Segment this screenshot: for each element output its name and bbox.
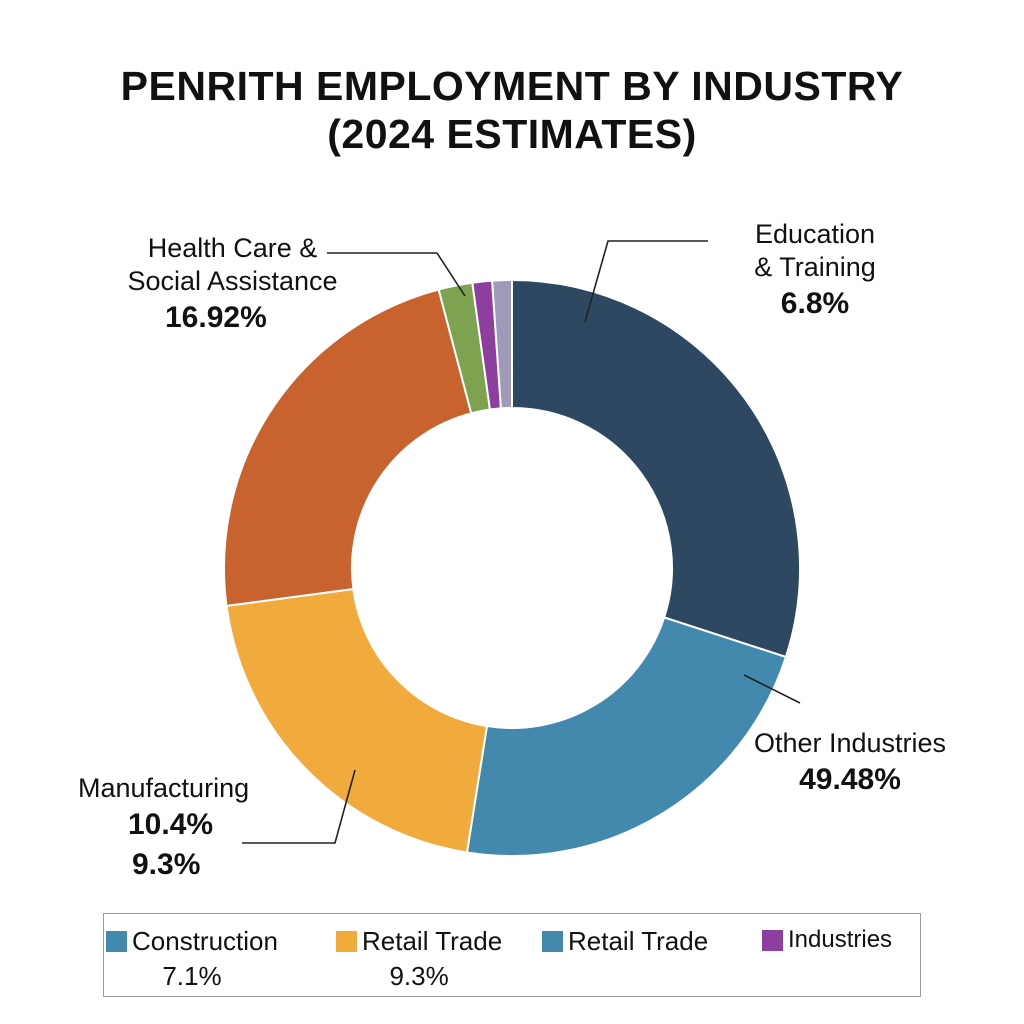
legend-item-industries: Industries [762, 926, 892, 954]
legend-item-retail-trade-2: Retail Trade [542, 926, 708, 957]
label-education-value: 6.8% [780, 287, 850, 320]
label-health-name-1: Health Care & [147, 233, 318, 263]
donut-slice-3 [225, 587, 489, 854]
donut-slice-4 [223, 288, 473, 608]
legend-value-retail-trade-1: 9.3% [389, 961, 449, 991]
label-education-training: Education & Training 6.8% [715, 218, 915, 324]
label-health-value: 16.92% [165, 301, 267, 334]
chart-title-line-2: (2024 ESTIMATES) [327, 111, 697, 157]
legend-label-retail-trade-2: Retail Trade [568, 926, 709, 956]
legend-item-construction: Construction 7.1% [106, 926, 278, 992]
legend-label-industries: Industries [788, 926, 893, 953]
leader-lines [242, 240, 801, 844]
legend-value-construction: 7.1% [162, 961, 222, 991]
label-health-name-2: Social Assistance [127, 266, 338, 296]
donut-slice-1 [511, 278, 801, 659]
label-manufacturing-value-1: 10.4% [128, 808, 214, 841]
leader-line-other [743, 674, 801, 704]
label-other-name: Other Industries [753, 728, 947, 758]
chart-title-line-1: PENRITH EMPLOYMENT BY INDUSTRY [120, 63, 904, 109]
label-education-name-1: Education [754, 219, 876, 249]
label-other-value: 49.48% [799, 763, 901, 796]
label-other-industries: Other Industries 49.48% [740, 727, 960, 800]
leader-line-manufacturing [242, 769, 356, 844]
legend-swatch-industries [762, 929, 783, 951]
label-education-name-2: & Training [754, 252, 876, 282]
legend-label-construction: Construction [132, 926, 278, 956]
legend-item-retail-trade-1: Retail Trade 9.3% [336, 926, 502, 992]
label-manufacturing: Manufacturing 10.4% 9.3% [62, 772, 282, 885]
label-manufacturing-value-2: 9.3% [132, 848, 201, 881]
label-health-care: Health Care & Social Assistance 16.92% [105, 232, 360, 338]
legend-swatch-retail-trade-1 [336, 931, 357, 952]
legend-label-retail-trade-1: Retail Trade [362, 926, 503, 956]
legend: Construction 7.1% Retail Trade 9.3% Reta… [103, 913, 921, 997]
donut-slice-7 [491, 278, 513, 410]
label-manufacturing-name: Manufacturing [78, 773, 250, 803]
donut-slices [223, 278, 801, 857]
donut-slice-2 [465, 616, 788, 857]
legend-swatch-retail-trade-2 [542, 931, 563, 952]
chart-title: PENRITH EMPLOYMENT BY INDUSTRY (2024 EST… [0, 62, 1024, 158]
leader-line-education [584, 240, 708, 323]
legend-swatch-construction [106, 931, 127, 952]
leader-line-health [327, 252, 466, 297]
